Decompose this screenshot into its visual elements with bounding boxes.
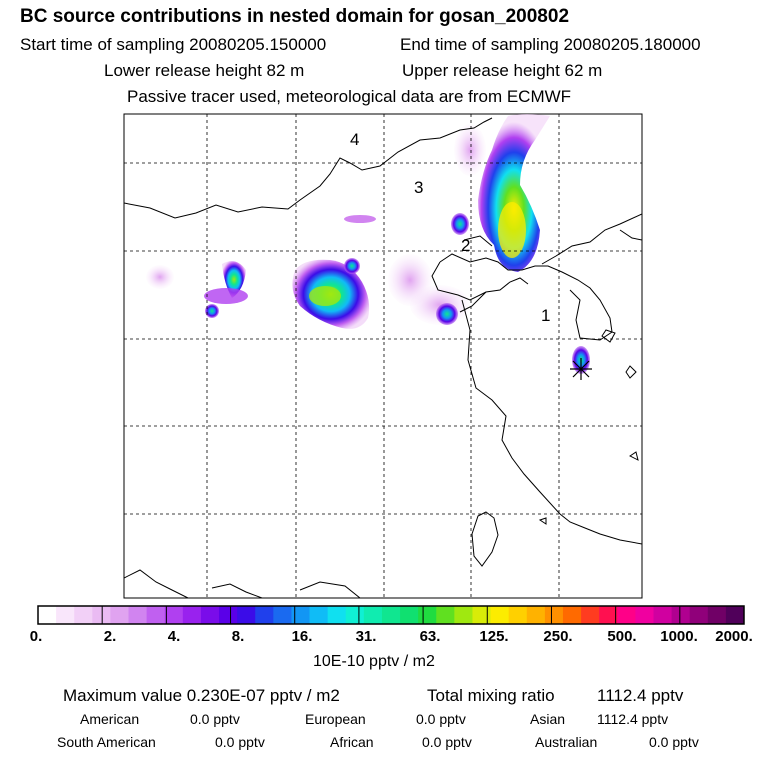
colorbar-swatch <box>490 606 510 624</box>
source-label-american: American <box>80 711 140 727</box>
total-mixing-ratio-label: Total mixing ratio <box>427 686 555 705</box>
end-time: End time of sampling 20080205.180000 <box>400 35 701 54</box>
colorbar-swatch <box>400 606 419 624</box>
colorbar-tick-label: 2. <box>103 628 117 645</box>
colorbar-swatch <box>617 606 636 624</box>
lower-release-height: Lower release height 82 m <box>104 61 305 80</box>
concentration-field <box>146 114 590 374</box>
colorbar-swatch <box>363 606 383 624</box>
region-label-3: 3 <box>414 178 423 197</box>
tracer-note: Passive tracer used, meteorological data… <box>127 87 572 106</box>
source-label-african: African <box>330 734 374 750</box>
colorbar-swatch <box>454 606 473 624</box>
colorbar-swatch <box>273 606 292 624</box>
colorbar-swatch <box>635 606 654 624</box>
colorbar-border <box>37 605 745 625</box>
colorbar-swatch <box>725 606 745 624</box>
colorbar-swatch <box>219 606 238 624</box>
colorbar <box>37 605 745 625</box>
colorbar-swatch <box>327 606 347 624</box>
colorbar-swatch <box>671 606 691 624</box>
colorbar-swatch <box>599 606 618 624</box>
colorbar-swatch <box>309 606 329 624</box>
source-value-american: 0.0 pptv <box>190 711 240 727</box>
colorbar-swatch <box>128 606 148 624</box>
receptor-marker-icon <box>570 358 592 380</box>
region-label-2: 2 <box>461 236 470 255</box>
colorbar-swatch <box>56 606 75 624</box>
coastlines <box>124 117 642 598</box>
colorbar-swatch <box>200 606 220 624</box>
colorbar-swatch <box>653 606 672 624</box>
grid-lines <box>124 114 642 598</box>
colorbar-swatch <box>146 606 166 624</box>
source-label-asian: Asian <box>530 711 566 727</box>
colorbar-swatch <box>381 606 401 624</box>
colorbar-tick-label: 31. <box>355 628 377 645</box>
start-time: Start time of sampling 20080205.150000 <box>20 35 327 54</box>
colorbar-swatch <box>255 606 274 624</box>
source-label-south-american: South American <box>57 734 156 750</box>
colorbar-swatch <box>110 606 129 624</box>
colorbar-swatch <box>418 606 437 624</box>
maximum-value: Maximum value 0.230E-07 pptv / m2 <box>63 686 340 705</box>
colorbar-tick-label: 16. <box>291 628 313 645</box>
colorbar-swatch <box>562 606 582 624</box>
region-label-1: 1 <box>541 306 550 325</box>
upper-release-height: Upper release height 62 m <box>402 61 603 80</box>
colorbar-swatch <box>508 606 528 624</box>
colorbar-swatch <box>436 606 455 624</box>
colorbar-tick-label: 4. <box>167 628 181 645</box>
source-value-african: 0.0 pptv <box>422 734 472 750</box>
colorbar-tick-label: 63. <box>419 628 441 645</box>
total-mixing-ratio-value: 1112.4 pptv <box>597 686 684 705</box>
colorbar-swatch <box>345 606 365 624</box>
colorbar-swatch <box>182 606 202 624</box>
colorbar-unit: 10E-10 pptv / m2 <box>313 653 435 670</box>
colorbar-swatch <box>164 606 184 624</box>
colorbar-swatch <box>291 606 310 624</box>
map-frame <box>123 113 643 599</box>
page-title: BC source contributions in nested domain… <box>20 6 570 27</box>
colorbar-swatch <box>544 606 564 624</box>
colorbar-swatch <box>581 606 600 624</box>
colorbar-swatch <box>707 606 727 624</box>
colorbar-swatch <box>526 606 546 624</box>
colorbar-tick-label: 250. <box>543 628 573 645</box>
colorbar-tick-label: 0. <box>29 628 43 645</box>
source-value-australian: 0.0 pptv <box>649 734 699 750</box>
colorbar-tick-label: 8. <box>231 628 245 645</box>
colorbar-swatch <box>237 606 256 624</box>
colorbar-swatch <box>38 606 57 624</box>
source-label-australian: Australian <box>535 734 598 750</box>
colorbar-tick-label: 500. <box>607 628 637 645</box>
colorbar-tick-label: 125. <box>479 628 509 645</box>
source-value-south-american: 0.0 pptv <box>215 734 265 750</box>
source-value-european: 0.0 pptv <box>416 711 466 727</box>
source-label-european: European <box>305 711 366 727</box>
colorbar-tick-label: 2000. <box>715 628 753 645</box>
colorbar-tick-label: 1000. <box>660 628 698 645</box>
source-value-asian: 1112.4 pptv <box>597 711 669 727</box>
colorbar-swatch <box>74 606 93 624</box>
colorbar-swatch <box>92 606 111 624</box>
colorbar-swatch <box>472 606 491 624</box>
colorbar-swatch <box>689 606 709 624</box>
region-label-4: 4 <box>350 130 359 149</box>
